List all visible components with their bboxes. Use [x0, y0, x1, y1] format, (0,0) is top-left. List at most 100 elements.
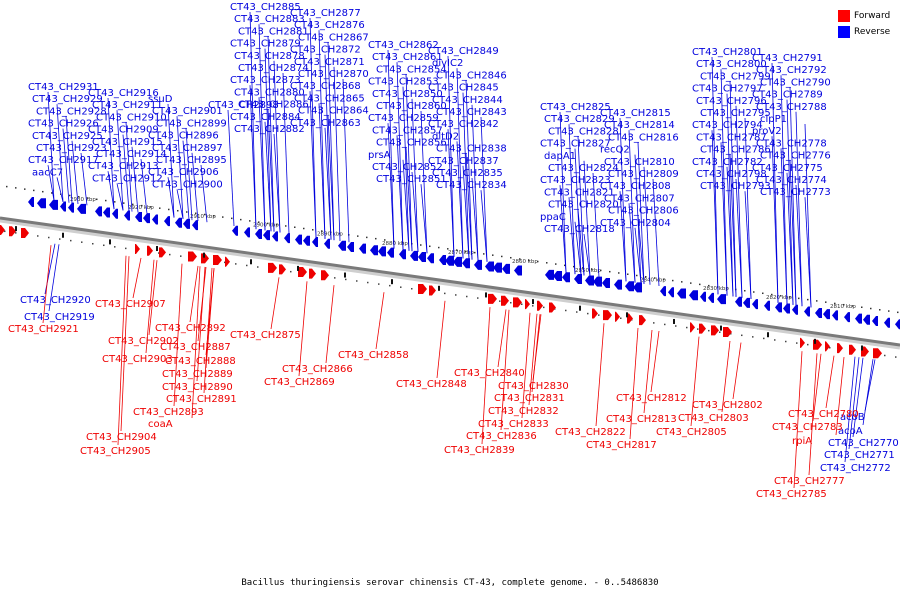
feature-marker: [391, 279, 393, 285]
forward-gene-arrow: [279, 264, 286, 275]
reverse-gene-label: CT43_CH2859: [368, 113, 439, 124]
reverse-gene-label: dltD2: [432, 131, 459, 142]
scale-dot: [719, 331, 721, 333]
gene-leader-line: [568, 197, 576, 275]
scale-dot: [697, 328, 699, 330]
scale-dot: [70, 239, 72, 242]
forward-gene-label: CT43_CH2802: [692, 400, 763, 411]
gene-leader-line: [720, 142, 728, 296]
reverse-gene-label: CT43_CH2775: [752, 163, 823, 174]
gene-leader-line: [318, 30, 326, 239]
scale-dot: [257, 266, 259, 268]
gene-leader-line: [637, 215, 645, 284]
gene-leader-line: [249, 85, 257, 230]
backbone-shadow: [0, 217, 900, 350]
scale-dot: [290, 270, 292, 273]
scale-dot: [564, 264, 566, 267]
scale-label: 2880 kbp: [382, 241, 408, 247]
reverse-gene-label: CT43_CH2906: [148, 167, 219, 178]
scale-dot: [235, 263, 237, 265]
scale-dot: [483, 253, 485, 255]
scale-dot: [4, 230, 6, 233]
reverse-gene-label: CT43_CH2861: [372, 52, 443, 63]
scale-dot: [224, 261, 226, 264]
reverse-gene-arrow: [545, 269, 554, 280]
forward-gene-label: CT43_CH2777: [774, 476, 845, 487]
reverse-gene-label: CT43_CH2810: [604, 157, 675, 168]
scale-dot: [690, 282, 692, 284]
reverse-gene-arrow: [804, 306, 810, 317]
gene-leader-line: [559, 185, 567, 273]
feature-marker: [297, 265, 299, 271]
reverse-gene-arrow: [255, 228, 262, 239]
reverse-gene-label: CT43_CH2874: [238, 63, 309, 74]
forward-gene-arrow: [549, 302, 556, 313]
gene-leader-line: [267, 109, 275, 232]
feature-marker: [814, 338, 816, 344]
reverse-gene-arrow: [303, 235, 310, 246]
scale-dot: [753, 291, 755, 293]
scale-dot: [420, 244, 422, 246]
gene-leader-line: [835, 357, 845, 436]
forward-gene-label: CT43_CH2905: [80, 446, 151, 457]
forward-gene-arrow: [213, 255, 222, 266]
reverse-gene-label: CT43_CH2814: [604, 120, 675, 131]
scale-label: 2820 kbp: [766, 295, 792, 301]
reverse-gene-arrow: [338, 240, 346, 251]
forward-gene-label: CT43_CH2866: [282, 364, 353, 375]
reverse-gene-label: CT43_CH2816: [608, 132, 679, 143]
forward-gene-arrow: [800, 337, 805, 348]
scale-dot: [519, 258, 521, 260]
scale-dot: [609, 270, 611, 273]
reverse-gene-arrow: [143, 213, 150, 224]
gene-leader-line: [650, 330, 660, 393]
gene-leader-line: [387, 123, 395, 249]
gene-leader-line: [327, 42, 335, 241]
reverse-gene-label: CT43_CH2793: [700, 181, 771, 192]
reverse-gene-label: CT43_CH2868: [290, 81, 361, 92]
forward-gene-label: CT43_CH2803: [678, 413, 749, 424]
scale-label: 2890 kbp: [317, 232, 343, 238]
reverse-gene-label: CT43_CH2897: [152, 143, 223, 154]
gene-leader-line: [436, 300, 446, 379]
reverse-gene-label: CT43_CH2909: [88, 125, 159, 136]
forward-gene-label: CT43_CH2833: [478, 419, 549, 430]
gene-leader-line: [500, 309, 510, 431]
reverse-gene-label: CT43_CH2899: [156, 118, 227, 129]
gene-leader-line: [264, 48, 272, 232]
gene-leader-line: [729, 81, 737, 297]
reverse-gene-label: CT43_CH2808: [600, 181, 671, 192]
reverse-gene-arrow: [427, 253, 434, 264]
scale-dot: [123, 202, 125, 204]
reverse-gene-label: CT43_CH2912: [92, 173, 163, 184]
scale-dot: [708, 329, 710, 332]
reverse-gene-label: CT43_CH2854: [376, 64, 447, 75]
reverse-gene-label: CT43_CH2926: [28, 119, 99, 130]
scale-dot: [231, 217, 233, 220]
scale-dot: [180, 255, 182, 257]
reverse-gene-arrow: [28, 196, 34, 207]
scale-dot: [576, 311, 578, 313]
reverse-gene-label: CT43_CH2910: [96, 112, 167, 123]
feature-marker: [626, 312, 628, 318]
reverse-gene-label: CT43_CH2849: [428, 46, 499, 57]
scale-dot: [618, 272, 620, 274]
gene-leader-line: [107, 171, 115, 210]
gene-leader-line: [735, 105, 743, 298]
reverse-gene-arrow: [124, 210, 130, 221]
scale-dot: [555, 263, 557, 265]
reverse-gene-label: CT43_CH2843: [436, 107, 507, 118]
reverse-gene-arrow: [614, 279, 622, 290]
reverse-gene-label: aacC7: [32, 167, 63, 178]
reverse-gene-label: CT43_CH2846: [436, 70, 507, 81]
gene-leader-line: [456, 141, 464, 259]
forward-gene-arrow: [723, 327, 732, 338]
gene-leader-line: [258, 24, 266, 231]
reverse-swatch: [838, 26, 850, 38]
scale-dot: [213, 215, 215, 217]
gene-leader-line: [318, 103, 326, 239]
reverse-gene-label: CT43_CH2807: [604, 193, 675, 204]
scale-dot: [92, 242, 94, 245]
gene-leader-line: [191, 266, 201, 419]
feature-marker: [767, 332, 769, 338]
